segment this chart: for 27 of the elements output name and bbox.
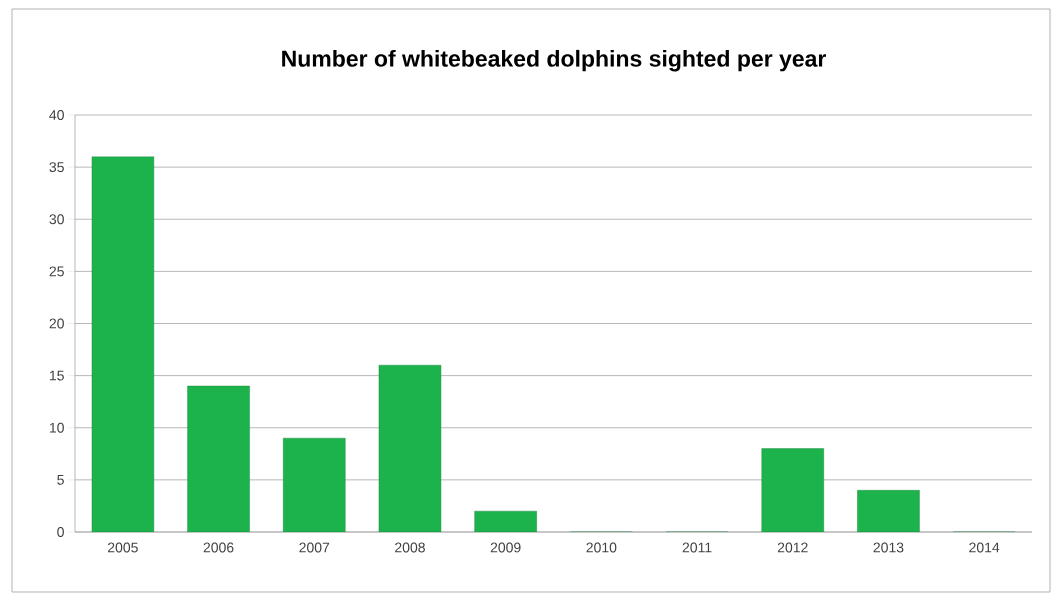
bar (91, 156, 154, 532)
x-tick-label: 2013 (873, 542, 904, 553)
y-tick-label: 35 (49, 162, 64, 173)
x-tick-label: 2009 (490, 542, 521, 553)
y-tick-label: 30 (49, 214, 64, 225)
x-tick-label: 2007 (299, 542, 330, 553)
y-tick-label: 20 (49, 318, 64, 329)
x-tick-label: 2005 (107, 542, 138, 553)
x-tick-label: 2012 (777, 542, 808, 553)
bar (474, 511, 537, 532)
x-tick-label: 2010 (586, 542, 617, 553)
y-tick-label: 5 (57, 474, 64, 485)
y-tick-label: 10 (49, 422, 64, 433)
x-tick-label: 2014 (969, 542, 1000, 553)
y-tick-label: 25 (49, 266, 64, 277)
bar (378, 365, 441, 532)
bar (761, 448, 824, 532)
y-tick-label: 15 (49, 370, 64, 381)
x-tick-label: 2006 (203, 542, 234, 553)
bar (283, 438, 346, 532)
x-tick-label: 2011 (682, 542, 712, 553)
y-tick-label: 0 (57, 527, 64, 537)
chart-title: Number of whitebeaked dolphins sighted per year (282, 49, 826, 72)
bar (187, 386, 250, 532)
bar (857, 490, 920, 532)
y-tick-label: 40 (49, 110, 64, 120)
x-tick-label: 2008 (395, 542, 425, 553)
